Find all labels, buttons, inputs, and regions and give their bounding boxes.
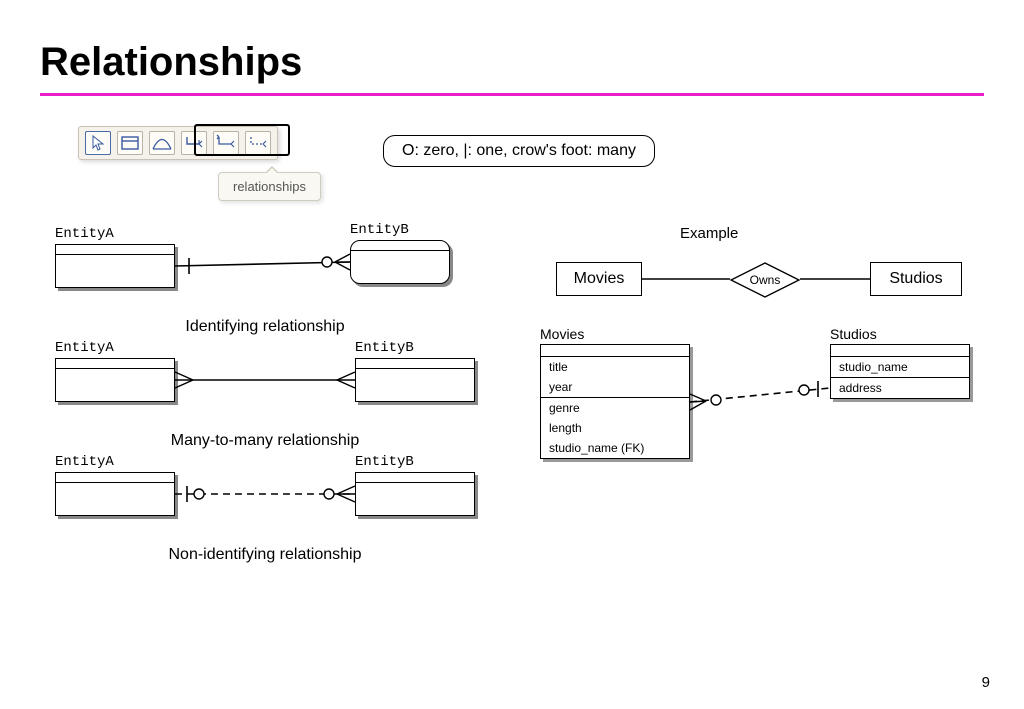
page-title: Relationships (40, 40, 984, 85)
entity-b-label: EntityB (350, 222, 409, 238)
movies-attr-2: studio_name (FK) (541, 438, 689, 458)
page-number: 9 (982, 674, 990, 691)
diagram-nonidentifying: EntityA EntityB (55, 468, 475, 540)
tool-entity[interactable] (117, 131, 143, 155)
tool-rel-identifying[interactable] (181, 131, 207, 155)
er-conceptual-row: Movies Owns Studios (540, 252, 990, 308)
connector-identifying (175, 240, 350, 288)
movies-attr-1: length (541, 418, 689, 438)
connector-nonidentifying (175, 468, 355, 516)
caption-nonidentifying: Non-identifying relationship (55, 540, 475, 582)
table-movies: title year genre length studio_name (FK) (540, 344, 690, 459)
diagram-many: EntityA EntityB (55, 354, 475, 426)
table-title-movies: Movies (540, 326, 584, 342)
toolbar (78, 126, 278, 160)
entity-a-box (55, 244, 175, 288)
table-title-studios: Studios (830, 326, 877, 342)
slide: Relationships relationships (0, 0, 1024, 709)
relation-label: Owns (730, 262, 800, 298)
title-rule (40, 93, 984, 96)
entity-b-label: EntityB (355, 340, 414, 356)
entity-b-box (355, 472, 475, 516)
relation-diamond: Owns (730, 262, 800, 298)
left-diagrams: EntityA EntityB Identifying relationship… (55, 240, 475, 582)
table-studios: studio_name address (830, 344, 970, 399)
studios-attr-0: address (831, 378, 969, 398)
example-label: Example (680, 225, 990, 242)
entity-b-label: EntityB (355, 454, 414, 470)
er-line-right (800, 262, 870, 296)
entity-a-box (55, 472, 175, 516)
tool-rel-nonidentifying[interactable] (245, 131, 271, 155)
entity-b-box (350, 240, 450, 284)
tool-rel-many[interactable] (213, 131, 239, 155)
toolbar-wrap: relationships (78, 126, 278, 160)
entity-a-label: EntityA (55, 340, 114, 356)
entity-a-label: EntityA (55, 454, 114, 470)
toolbar-tooltip: relationships (218, 172, 321, 201)
studios-key-0: studio_name (831, 357, 969, 377)
entity-a-box (55, 358, 175, 402)
diagram-identifying: EntityA EntityB (55, 240, 475, 312)
connector-many (175, 354, 355, 402)
schema-connector (690, 344, 830, 434)
notation-legend: O: zero, |: one, crow's foot: many (383, 135, 655, 167)
entity-movies: Movies (556, 262, 642, 296)
entity-b-box (355, 358, 475, 402)
schema-row: Movies title year genre length studio_na… (540, 326, 990, 496)
tool-view[interactable] (149, 131, 175, 155)
tool-cursor[interactable] (85, 131, 111, 155)
movies-key-1: year (541, 377, 689, 397)
entity-a-label: EntityA (55, 226, 114, 242)
entity-studios: Studios (870, 262, 962, 296)
example-section: Example Movies Owns Studios Movies title… (540, 225, 990, 496)
movies-attr-0: genre (541, 398, 689, 418)
movies-key-0: title (541, 357, 689, 377)
er-line-left (642, 262, 730, 296)
